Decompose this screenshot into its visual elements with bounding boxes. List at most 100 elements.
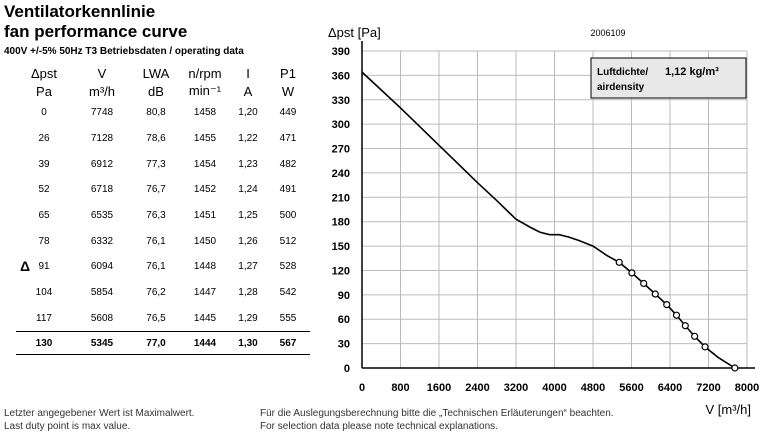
table-cell: 91 xyxy=(38,261,50,273)
table-cell: 78,6 xyxy=(146,133,166,145)
y-tick-label: 240 xyxy=(332,168,350,180)
table-cell: 1447 xyxy=(193,287,217,299)
footer-note-en: Last duty point is max value. xyxy=(4,421,131,432)
table-cell: 1,29 xyxy=(238,312,258,324)
x-tick-label: 800 xyxy=(391,382,409,394)
unit-db: dB xyxy=(148,83,164,99)
operating-data-table: Δpst V LWA n/rpm I P1 Pa m³/h dB min⁻¹ A… xyxy=(16,64,310,356)
table-cell: 1454 xyxy=(193,158,217,170)
subtitle: 400V +/-5% 50Hz T3 Betriebsdaten / opera… xyxy=(4,46,244,57)
table-cell: 26 xyxy=(38,133,50,145)
x-tick-label: 1600 xyxy=(427,382,451,394)
x-tick-label: 6400 xyxy=(658,382,682,394)
unit-w: W xyxy=(281,83,295,99)
col-header-rpm: n/rpm xyxy=(188,65,222,81)
table-row: 91 6094 76,1 1448 1,27 528 xyxy=(16,254,310,280)
table-cell: 1445 xyxy=(193,312,217,324)
table-cell: 6094 xyxy=(90,261,114,273)
col-header-p1: P1 xyxy=(280,65,296,81)
y-tick-label: 60 xyxy=(338,314,350,326)
table-cell: 76,3 xyxy=(146,210,166,222)
y-axis-label: Δpst [Pa] xyxy=(328,25,381,40)
x-tick-label: 5600 xyxy=(619,382,643,394)
duty-point xyxy=(681,322,689,330)
table-cell: 80,8 xyxy=(146,107,166,119)
table-cell: 512 xyxy=(279,235,297,247)
y-tick-label: 270 xyxy=(332,144,350,156)
duty-point xyxy=(628,269,636,277)
table-cell: 76,5 xyxy=(146,312,166,324)
table-cell: 1450 xyxy=(193,235,217,247)
duty-point xyxy=(640,279,648,288)
y-tick-label: 300 xyxy=(332,119,350,131)
table-cell: 1452 xyxy=(193,184,217,196)
table-cell: 1,25 xyxy=(238,210,258,222)
table-cell: 1,26 xyxy=(238,235,258,247)
table-cell: 117 xyxy=(36,312,52,324)
table-cell: 77,0 xyxy=(132,331,180,356)
x-tick-label: 2400 xyxy=(465,382,489,394)
table-cell: 1458 xyxy=(193,107,217,119)
table-cell: 76,2 xyxy=(146,287,166,299)
duty-point xyxy=(701,343,709,351)
table-cell: 1451 xyxy=(193,210,217,222)
footer-note-de: Letzter angegebener Wert ist Maximalwert… xyxy=(4,408,195,419)
y-tick-label: 330 xyxy=(332,95,350,107)
footer-selection-note-de: Für die Auslegungsberechnung bitte die „… xyxy=(260,408,614,419)
col-header-v: V xyxy=(97,65,107,81)
table-cell: 5345 xyxy=(72,331,132,356)
x-tick-label: 0 xyxy=(359,382,365,394)
table-row: 65 6535 76,3 1451 1,25 500 xyxy=(16,203,310,229)
table-cell: 6332 xyxy=(90,235,114,247)
table-cell: 491 xyxy=(279,184,297,196)
table-row: 130 5345 77,0 1444 1,30 567 xyxy=(16,331,310,356)
x-tick-label: 8000 xyxy=(735,382,759,394)
col-header-lwa: LWA xyxy=(142,65,170,81)
title-line-2: fan performance curve xyxy=(4,22,188,41)
table-cell: 76,7 xyxy=(146,184,166,196)
table-cell: 1448 xyxy=(193,261,217,273)
table-cell: 567 xyxy=(266,331,310,356)
unit-a: A xyxy=(243,83,253,99)
airdensity-box xyxy=(590,57,747,99)
table-row: 117 5608 76,5 1445 1,29 555 xyxy=(16,306,310,332)
footer-selection-note-en: For selection data please note technical… xyxy=(260,421,498,432)
title-line-1: Ventilatorkennlinie xyxy=(4,2,156,21)
duty-point xyxy=(651,290,659,298)
table-cell: 482 xyxy=(279,158,297,170)
y-tick-label: 120 xyxy=(332,265,350,277)
table-cell: 1,22 xyxy=(238,133,258,145)
table-units-row: Pa m³/h dB min⁻¹ A W xyxy=(16,82,310,100)
table-cell: 0 xyxy=(41,107,47,119)
table-cell: 104 xyxy=(35,287,53,299)
table-cell: 471 xyxy=(279,133,297,145)
airdensity-label: Luftdichte/ xyxy=(597,67,648,78)
duty-point xyxy=(731,364,739,372)
col-header-i: I xyxy=(246,65,250,81)
table-cell: 449 xyxy=(279,107,297,119)
fan-curve-line xyxy=(361,71,736,369)
table-cell: 1,27 xyxy=(238,261,258,273)
table-cell: 6718 xyxy=(90,184,114,196)
table-cell: 130 xyxy=(16,331,72,356)
table-row: 26 7128 78,6 1455 1,22 471 xyxy=(16,126,310,152)
delta-marker: Δ xyxy=(20,258,31,274)
table-cell: 6535 xyxy=(90,210,114,222)
y-tick-label: 390 xyxy=(332,46,350,58)
table-row: 104 5854 76,2 1447 1,28 542 xyxy=(16,280,310,306)
duty-point xyxy=(672,311,681,319)
table-cell: 1455 xyxy=(193,133,217,145)
x-tick-label: 4800 xyxy=(581,382,605,394)
table-cell: 1444 xyxy=(180,331,230,356)
x-axis-label: V [m³/h] xyxy=(705,402,751,417)
table-cell: 6912 xyxy=(90,158,114,170)
table-cell: 65 xyxy=(38,210,50,222)
table-cell: 7748 xyxy=(90,107,114,119)
table-cell: 5854 xyxy=(90,287,114,299)
col-header-dpst: Δpst xyxy=(30,65,58,81)
duty-point xyxy=(663,301,671,309)
table-cell: 528 xyxy=(279,261,297,273)
x-tick-label: 4000 xyxy=(542,382,566,394)
y-tick-label: 180 xyxy=(332,217,350,229)
table-cell: 1,24 xyxy=(238,184,258,196)
